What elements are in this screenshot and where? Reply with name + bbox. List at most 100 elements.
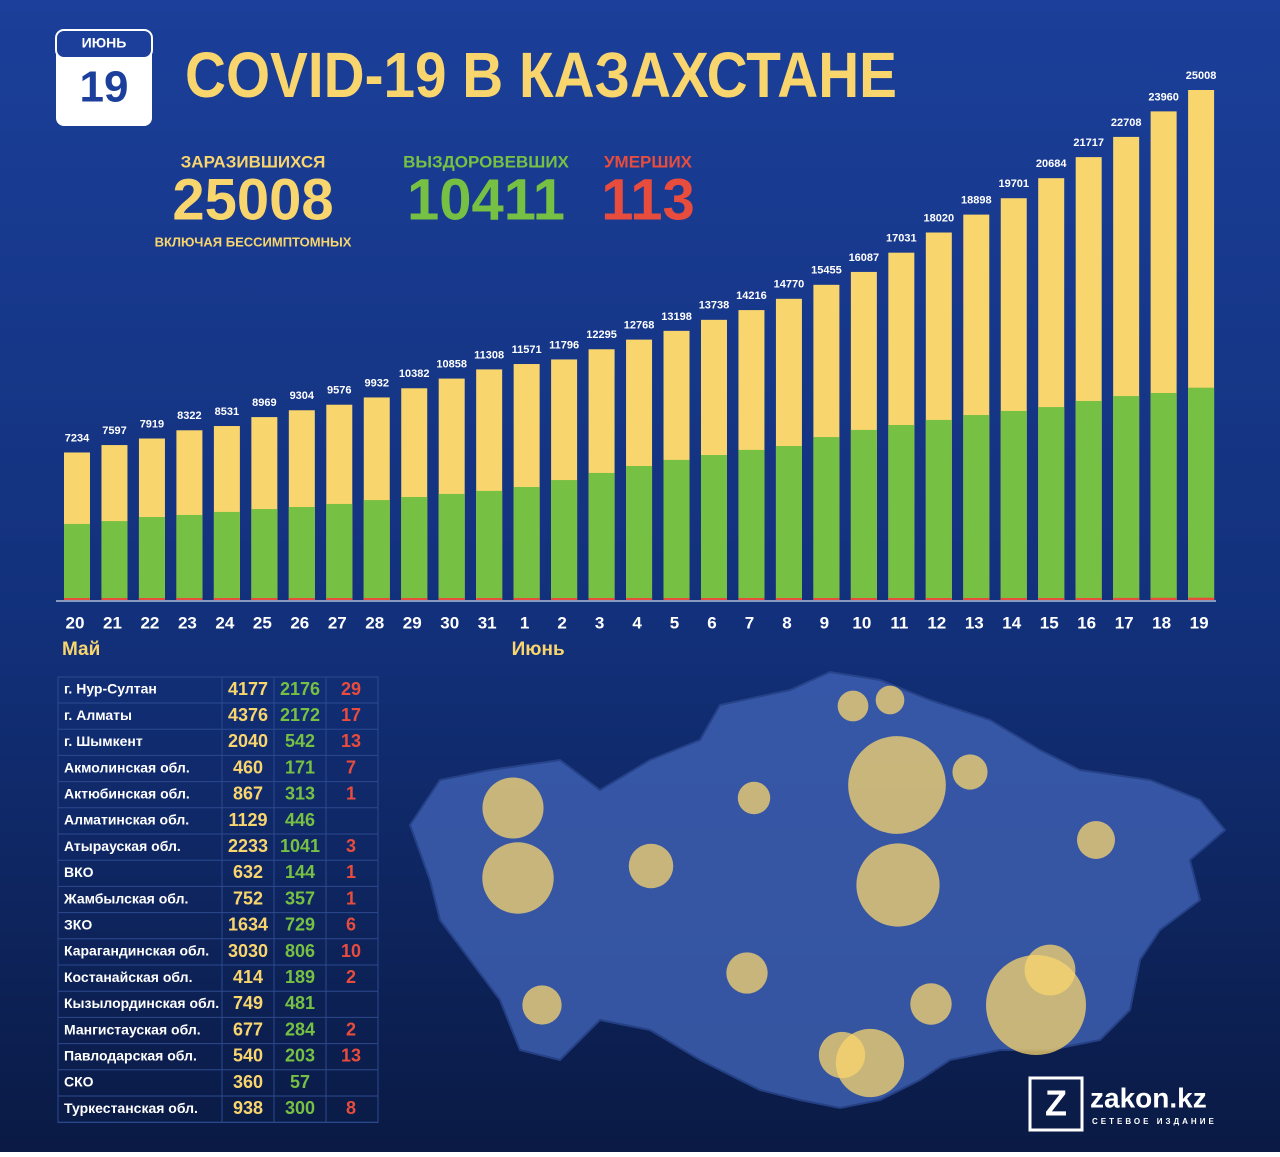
map-bubble	[837, 690, 869, 722]
bar-value-label: 11796	[549, 339, 579, 351]
bar-value-label: 25008	[1186, 70, 1217, 82]
bar-value-label: 11308	[474, 349, 504, 361]
bar-deaths	[700, 598, 727, 600]
map-bubble	[910, 983, 952, 1025]
bar-value-label: 10382	[399, 368, 430, 380]
region-value: 10	[341, 941, 361, 961]
x-tick-label: 15	[1040, 613, 1059, 632]
bar-recovered	[213, 511, 240, 600]
region-value: 1	[346, 888, 356, 908]
bar-recovered	[138, 516, 165, 600]
map-bubble	[726, 952, 768, 994]
bar-value-label: 8531	[215, 406, 239, 418]
region-value: 1634	[228, 915, 268, 935]
map-bubble	[1076, 820, 1116, 860]
region-name: Туркестанская обл.	[64, 1100, 198, 1116]
x-tick-label: 7	[745, 613, 754, 632]
region-value: 300	[285, 1098, 315, 1118]
region-value: 13	[341, 1046, 361, 1066]
region-value: 360	[233, 1072, 263, 1092]
bar-deaths	[1038, 598, 1065, 600]
region-value: 540	[233, 1046, 263, 1066]
region-value: 4376	[228, 705, 268, 725]
bar-deaths	[551, 598, 578, 600]
deaths-total: 113	[601, 167, 695, 232]
bar-deaths	[1188, 597, 1215, 600]
cases-note: ВКЛЮЧАЯ БЕССИМПТОМНЫХ	[155, 234, 352, 249]
bar-recovered	[663, 459, 690, 600]
bar-recovered	[925, 419, 952, 600]
region-value: 284	[285, 1019, 315, 1039]
bar-recovered	[700, 455, 727, 600]
bar-value-label: 18020	[924, 212, 955, 224]
region-value: 1	[346, 862, 356, 882]
region-value: 171	[285, 757, 315, 777]
region-value: 189	[285, 967, 315, 987]
region-value: 2176	[280, 679, 320, 699]
bar-deaths	[1075, 598, 1102, 600]
recovered-label: ВЫЗДОРОВЕВШИХ	[403, 152, 569, 171]
bar-recovered	[551, 480, 578, 600]
bar-deaths	[850, 598, 877, 600]
x-tick-label: 9	[820, 613, 829, 632]
bar-recovered	[588, 472, 615, 600]
bar-recovered	[738, 449, 765, 600]
map-bubble	[818, 1031, 866, 1079]
x-tick-label: 30	[440, 613, 459, 632]
region-value: 677	[233, 1019, 263, 1039]
x-tick-label: 19	[1190, 613, 1209, 632]
region-value: 3	[346, 836, 356, 856]
region-value: 481	[285, 993, 315, 1013]
region-value: 867	[233, 784, 263, 804]
bar-deaths	[813, 598, 840, 600]
x-tick-label: 26	[290, 613, 309, 632]
region-name: СКО	[64, 1074, 94, 1090]
bar-deaths	[626, 598, 653, 600]
x-tick-label: 25	[253, 613, 272, 632]
x-tick-label: 6	[707, 613, 716, 632]
x-tick-label: 3	[595, 613, 604, 632]
x-tick-label: 2	[557, 613, 566, 632]
region-name: Мангистауская обл.	[64, 1021, 201, 1037]
region-name: Алматинская обл.	[64, 812, 189, 828]
bar-value-label: 13738	[699, 300, 730, 312]
bar-value-label: 7919	[140, 418, 164, 430]
x-tick-label: 14	[1002, 613, 1021, 632]
region-name: Жамбылская обл.	[63, 890, 188, 906]
bar-value-label: 10858	[436, 358, 467, 370]
x-tick-label: 1	[520, 613, 529, 632]
logo-z: Z	[1045, 1083, 1067, 1124]
bar-value-label: 8969	[252, 397, 276, 409]
region-value: 2233	[228, 836, 268, 856]
region-name: г. Шымкент	[64, 733, 143, 749]
bar-recovered	[1000, 410, 1027, 600]
cases-total: 25008	[172, 167, 333, 232]
bar-value-label: 7234	[65, 432, 90, 444]
region-name: Актюбинская обл.	[64, 786, 190, 802]
bar-value-label: 12295	[586, 329, 617, 341]
region-value: 357	[285, 888, 315, 908]
bar-value-label: 15455	[811, 265, 842, 277]
bar-recovered	[1038, 407, 1065, 600]
x-tick-label: 20	[66, 613, 85, 632]
bar-recovered	[288, 507, 315, 600]
bar-deaths	[1150, 597, 1177, 600]
bar-recovered	[438, 493, 465, 600]
map-bubble	[628, 843, 674, 889]
bar-deaths	[888, 598, 915, 600]
map-bubble	[1024, 944, 1076, 996]
bar-deaths	[213, 598, 240, 600]
x-tick-label: 23	[178, 613, 197, 632]
x-tick-label: 27	[328, 613, 347, 632]
bar-deaths	[588, 598, 615, 600]
bar-recovered	[401, 497, 428, 600]
region-value: 2	[346, 1019, 356, 1039]
bar-deaths	[663, 598, 690, 600]
region-value: 144	[285, 862, 315, 882]
bar-deaths	[138, 598, 165, 600]
bar-value-label: 18898	[961, 195, 992, 207]
bar-value-label: 9304	[290, 390, 315, 402]
map-bubble	[482, 777, 544, 839]
logo-mark	[1028, 1076, 1084, 1132]
